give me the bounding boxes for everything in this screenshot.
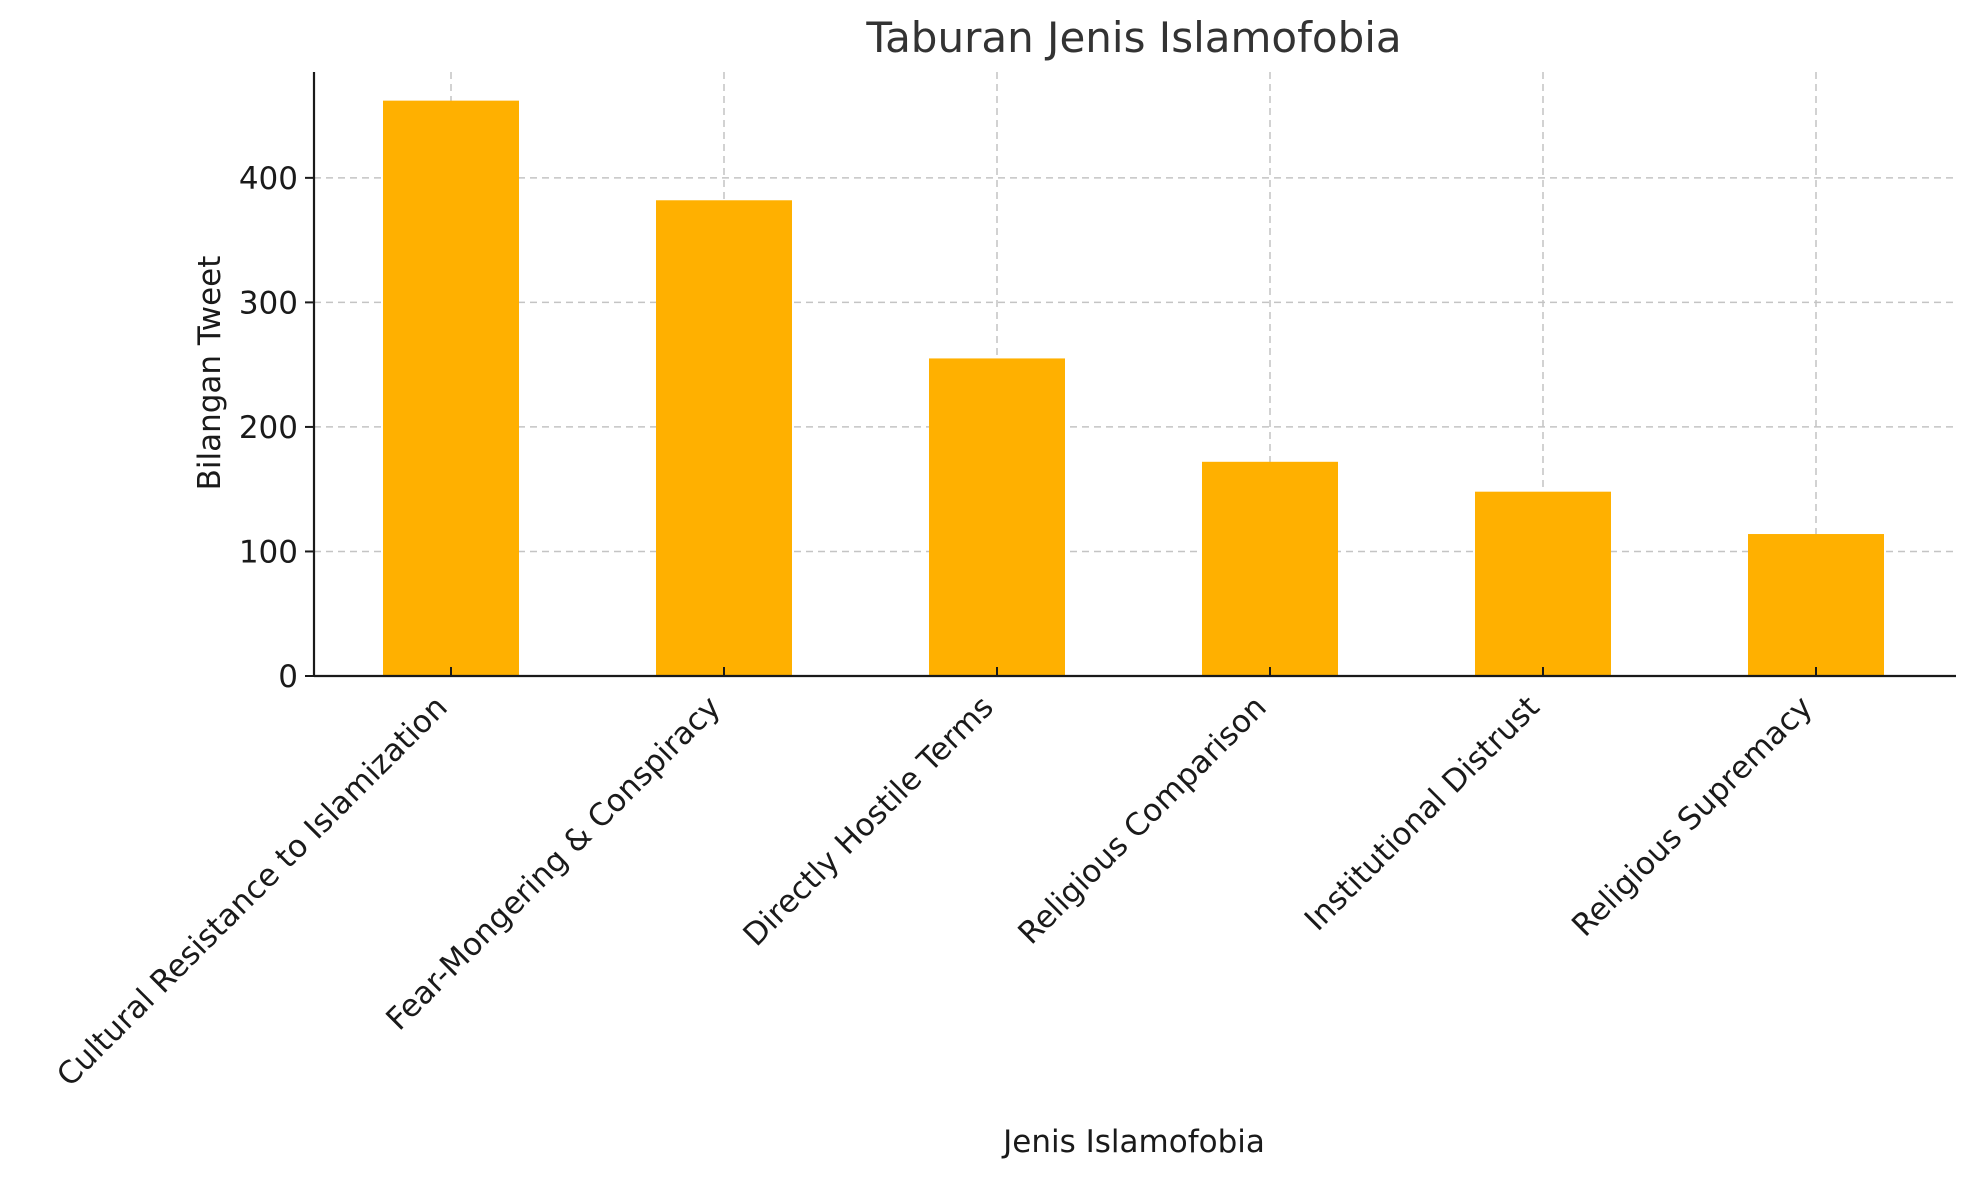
bar bbox=[1475, 491, 1611, 676]
y-tick-label: 300 bbox=[239, 285, 298, 321]
x-axis-label: Jenis Islamofobia bbox=[1001, 1124, 1265, 1160]
bar bbox=[1748, 534, 1884, 676]
bar bbox=[929, 358, 1065, 676]
x-tick-label: Cultural Resistance to Islamization bbox=[50, 689, 455, 1094]
y-tick-label: 400 bbox=[239, 161, 298, 197]
axes-layer bbox=[312, 72, 1956, 678]
x-tick-label: Fear-Mongering & Conspiracy bbox=[379, 689, 727, 1037]
grid-layer bbox=[314, 72, 1956, 676]
x-tick-label: Religious Comparison bbox=[1011, 689, 1273, 951]
x-tick-label: Religious Supremacy bbox=[1565, 689, 1820, 944]
x-tick-label: Directly Hostile Terms bbox=[736, 689, 1000, 953]
bar bbox=[656, 200, 792, 677]
y-tick-label: 200 bbox=[239, 410, 298, 446]
y-axis-label: Bilangan Tweet bbox=[192, 256, 228, 491]
chart-title: Taburan Jenis Islamofobia bbox=[865, 13, 1401, 62]
y-tick-label: 100 bbox=[239, 534, 298, 570]
x-tick-label: Institutional Distrust bbox=[1298, 689, 1547, 938]
bars-layer bbox=[383, 100, 1884, 677]
y-tick-label: 0 bbox=[278, 659, 298, 695]
bar bbox=[383, 100, 519, 676]
bar bbox=[1202, 461, 1338, 676]
